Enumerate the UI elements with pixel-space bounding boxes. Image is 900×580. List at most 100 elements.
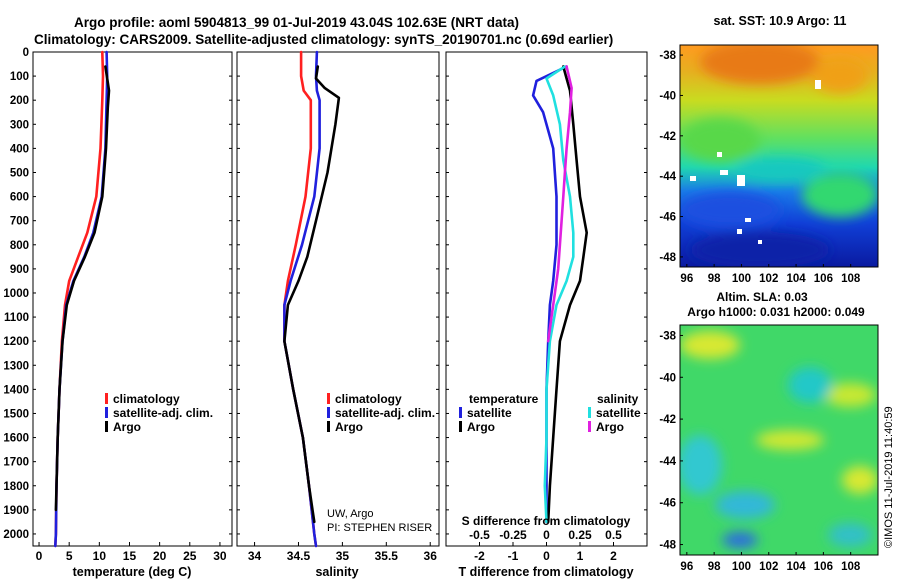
- figure-title-line2: Climatology: CARS2009. Satellite-adjuste…: [34, 32, 613, 47]
- depth-tick-label: 1200: [3, 336, 29, 348]
- map-x-tick-label: 102: [759, 273, 778, 285]
- map-y-tick-label: -38: [659, 50, 676, 62]
- sla-map: [680, 325, 878, 555]
- legend-sal-sat-swatch: [588, 407, 591, 418]
- depth-tick-label: 1700: [3, 457, 29, 469]
- s-diff-tick-label: 0.5: [605, 528, 622, 542]
- cloud-mask: [745, 218, 751, 222]
- x-tick-label: 20: [153, 549, 167, 563]
- salinity-series-group: [283, 50, 341, 548]
- depth-tick-label: 400: [10, 143, 29, 155]
- s-difference-axis-label: S difference from climatology: [462, 514, 631, 528]
- map-y-tick-label: -46: [659, 212, 676, 224]
- depth-tick-label: 1800: [3, 481, 29, 493]
- legend-sat-label: satellite-adj. clim.: [113, 406, 213, 420]
- map-y-tick-label: -44: [659, 171, 676, 183]
- x-axis-ticks: 0 5 10 15 20 25 30 34 34.5 35 35.5 36 -2 -1 0 1 2 -0.5 -0.…: [36, 528, 622, 563]
- temperature-series-group: [53, 50, 111, 548]
- temperature-legend: climatology satellite-adj. clim. Argo: [105, 392, 213, 434]
- x-tick-label: -1: [508, 549, 519, 563]
- sst-map: [680, 45, 878, 267]
- sla-map-title2: Argo h1000: 0.031 h2000: 0.049: [687, 305, 865, 319]
- x-tick-label: 0: [543, 549, 550, 563]
- legend-clim-swatch: [105, 393, 108, 404]
- series-line-salinity-satellite: [543, 65, 575, 524]
- sla-cyan-patch: [680, 435, 722, 495]
- sla-blue-patch: [722, 532, 758, 548]
- cloud-mask: [717, 152, 722, 157]
- legend-sal-sat-label: satellite: [596, 406, 641, 420]
- legend-sal-head: salinity: [597, 392, 639, 406]
- legend-argo-swatch: [105, 421, 108, 432]
- map-y-tick-label: -42: [659, 131, 676, 143]
- sla-yellow-patch: [680, 331, 740, 359]
- x-tick-label: 36: [424, 549, 438, 563]
- figure-title-line1: Argo profile: aoml 5904813_99 01-Jul-201…: [74, 15, 519, 30]
- institution-annotation: UW, Argo: [327, 508, 373, 520]
- sst-warm-patch: [700, 45, 820, 84]
- x-tick-label: 34: [248, 549, 262, 563]
- sla-cyan-patch: [715, 491, 775, 519]
- legend-sal-argo-swatch: [588, 421, 591, 432]
- depth-tick-label: 600: [10, 192, 29, 204]
- legend-sat-label: satellite-adj. clim.: [335, 406, 435, 420]
- sst-green-patch: [802, 173, 878, 217]
- depth-axis: 0 100 200 300 400 500 600 700 800 900 1000 1100 1200…: [3, 47, 647, 541]
- map-x-tick-label: 108: [841, 273, 861, 285]
- x-tick-label: 5: [66, 549, 73, 563]
- series-line-satellite-adj-clim-: [53, 50, 109, 548]
- sla-map-frame: [679, 324, 879, 556]
- legend-argo-swatch: [327, 421, 330, 432]
- x-tick-label: 2: [610, 549, 617, 563]
- series-line-climatology: [53, 50, 105, 548]
- temperature-axis-label: temperature (deg C): [73, 565, 192, 579]
- depth-tick-label: 200: [10, 95, 29, 107]
- depth-tick-label: 1000: [3, 288, 29, 300]
- sla-cyan-patch: [828, 523, 872, 547]
- depth-tick-label: 100: [10, 71, 29, 83]
- credit-timestamp: ©IMOS 11-Jul-2019 11:40:59: [883, 406, 895, 548]
- map-y-tick-label: -40: [659, 372, 676, 384]
- legend-temp-argo-swatch: [459, 421, 462, 432]
- cloud-mask: [720, 170, 728, 175]
- map-y-tick-label: -46: [659, 498, 676, 510]
- series-line-argo: [54, 65, 111, 512]
- legend-argo-label: Argo: [113, 420, 141, 434]
- x-tick-label: 34.5: [287, 549, 311, 563]
- pi-annotation: PI: STEPHEN RISER: [327, 522, 432, 534]
- temperature-panel-frame: [32, 51, 233, 547]
- map-x-tick-label: 100: [732, 561, 751, 573]
- x-tick-label: -2: [474, 549, 485, 563]
- legend-temp-argo-label: Argo: [467, 420, 495, 434]
- legend-argo-label: Argo: [335, 420, 363, 434]
- depth-tick-label: 1900: [3, 505, 29, 517]
- legend-sal-argo-label: Argo: [596, 420, 624, 434]
- t-difference-axis-label: T difference from climatology: [458, 565, 633, 579]
- cloud-mask: [690, 176, 696, 181]
- sst-warm-patch: [812, 57, 868, 93]
- cloud-mask: [737, 175, 745, 186]
- sst-blue-patch: [680, 192, 780, 228]
- legend-clim-label: climatology: [335, 392, 402, 406]
- difference-series-group: [531, 65, 589, 524]
- x-tick-label: 25: [183, 549, 197, 563]
- x-tick-label: 35: [336, 549, 350, 563]
- depth-tick-label: 1400: [3, 384, 29, 396]
- legend-temp-sat-label: satellite: [467, 406, 512, 420]
- depth-tick-label: 1500: [3, 408, 29, 420]
- sst-deep-patch: [690, 232, 830, 267]
- difference-legend: temperature satellite Argo salinity sate…: [459, 392, 641, 434]
- legend-clim-label: climatology: [113, 392, 180, 406]
- s-diff-tick-label: 0: [543, 528, 550, 542]
- depth-tick-label: 1100: [4, 312, 29, 324]
- cloud-mask: [758, 240, 762, 244]
- s-diff-tick-label: -0.5: [469, 528, 490, 542]
- sla-yellow-patch: [756, 430, 824, 450]
- salinity-legend: climatology satellite-adj. clim. Argo: [327, 392, 435, 434]
- cloud-mask: [815, 80, 821, 89]
- map-x-tick-label: 96: [680, 561, 693, 573]
- map-x-tick-label: 104: [786, 561, 806, 573]
- depth-tick-label: 700: [10, 216, 29, 228]
- map-y-tick-label: -38: [659, 330, 676, 342]
- s-diff-tick-label: -0.25: [499, 528, 527, 542]
